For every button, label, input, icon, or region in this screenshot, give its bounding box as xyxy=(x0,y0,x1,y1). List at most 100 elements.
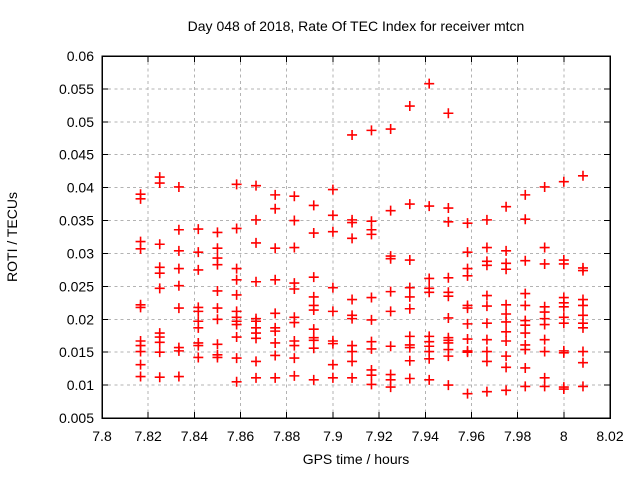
x-axis-label: GPS time / hours xyxy=(303,451,410,467)
data-point xyxy=(270,326,281,337)
data-point xyxy=(520,328,531,339)
data-point xyxy=(154,268,165,279)
data-point xyxy=(193,352,204,363)
data-point xyxy=(577,265,588,276)
data-point xyxy=(366,379,377,390)
x-tick-label: 7.86 xyxy=(227,428,254,444)
data-point xyxy=(154,239,165,250)
y-tick-label: 0.025 xyxy=(59,278,94,294)
data-point xyxy=(520,381,531,392)
data-point xyxy=(481,356,492,367)
data-point xyxy=(462,247,473,258)
data-point xyxy=(327,306,338,317)
data-point xyxy=(462,318,473,329)
data-point xyxy=(347,233,358,244)
data-point xyxy=(501,299,512,310)
data-point xyxy=(270,350,281,361)
data-point xyxy=(520,288,531,299)
data-point xyxy=(289,317,300,328)
data-point xyxy=(577,170,588,181)
data-point xyxy=(347,294,358,305)
x-tick-label: 8.02 xyxy=(596,428,623,444)
y-tick-label: 0.045 xyxy=(59,147,94,163)
data-point xyxy=(462,303,473,314)
data-point xyxy=(289,191,300,202)
x-tick-label: 7.84 xyxy=(181,428,208,444)
data-point xyxy=(481,214,492,225)
data-point xyxy=(231,289,242,300)
x-tick-label: 7.9 xyxy=(323,428,343,444)
data-point xyxy=(520,362,531,373)
y-tick-label: 0.02 xyxy=(67,311,94,327)
data-point xyxy=(135,359,146,370)
data-point xyxy=(212,285,223,296)
data-point xyxy=(577,357,588,368)
plot-border xyxy=(101,55,611,419)
data-point xyxy=(327,338,338,349)
data-point xyxy=(251,237,262,248)
data-point xyxy=(385,205,396,216)
data-point xyxy=(327,282,338,293)
data-point xyxy=(424,273,435,284)
y-tick-label: 0.03 xyxy=(67,245,94,261)
x-tick-label: 7.98 xyxy=(504,428,531,444)
data-point xyxy=(308,324,319,335)
data-point xyxy=(501,385,512,396)
data-point xyxy=(520,214,531,225)
data-point xyxy=(270,274,281,285)
data-point xyxy=(251,372,262,383)
data-point xyxy=(443,216,454,227)
data-point xyxy=(173,280,184,291)
data-point xyxy=(404,355,415,366)
data-point xyxy=(366,343,377,354)
axis-ticks xyxy=(102,56,610,418)
data-point xyxy=(520,255,531,266)
y-tick-label: 0.05 xyxy=(67,114,94,130)
data-point xyxy=(212,314,223,325)
data-point xyxy=(501,316,512,327)
data-point xyxy=(539,319,550,330)
data-point xyxy=(270,308,281,319)
data-point xyxy=(154,337,165,348)
data-point xyxy=(308,343,319,354)
data-point xyxy=(539,181,550,192)
x-tick-label: 7.96 xyxy=(458,428,485,444)
data-point xyxy=(327,184,338,195)
data-point xyxy=(347,313,358,324)
data-point xyxy=(404,282,415,293)
data-point xyxy=(424,374,435,385)
data-point xyxy=(404,255,415,266)
data-point xyxy=(212,303,223,314)
data-point xyxy=(289,340,300,351)
data-point xyxy=(501,264,512,275)
data-point xyxy=(347,217,358,228)
data-point xyxy=(308,291,319,302)
y-tick-label: 0.055 xyxy=(59,81,94,97)
data-point xyxy=(424,78,435,89)
data-point xyxy=(135,346,146,357)
data-point xyxy=(173,263,184,274)
data-point xyxy=(366,216,377,227)
data-point xyxy=(154,347,165,358)
data-point xyxy=(347,372,358,383)
x-tick-label: 8 xyxy=(560,428,568,444)
data-point xyxy=(289,370,300,381)
data-point xyxy=(404,331,415,342)
data-point xyxy=(539,242,550,253)
data-point xyxy=(424,201,435,212)
data-point xyxy=(404,291,415,302)
y-tick-label: 0.015 xyxy=(59,344,94,360)
data-point xyxy=(135,243,146,254)
data-point xyxy=(539,381,550,392)
data-point xyxy=(231,332,242,343)
data-point xyxy=(462,218,473,229)
data-points xyxy=(135,78,588,399)
data-point xyxy=(308,374,319,385)
data-point xyxy=(173,245,184,256)
data-point xyxy=(154,178,165,189)
y-tick-label: 0.04 xyxy=(67,180,94,196)
data-point xyxy=(443,351,454,362)
data-point xyxy=(462,388,473,399)
data-point xyxy=(366,292,377,303)
data-point xyxy=(366,229,377,240)
